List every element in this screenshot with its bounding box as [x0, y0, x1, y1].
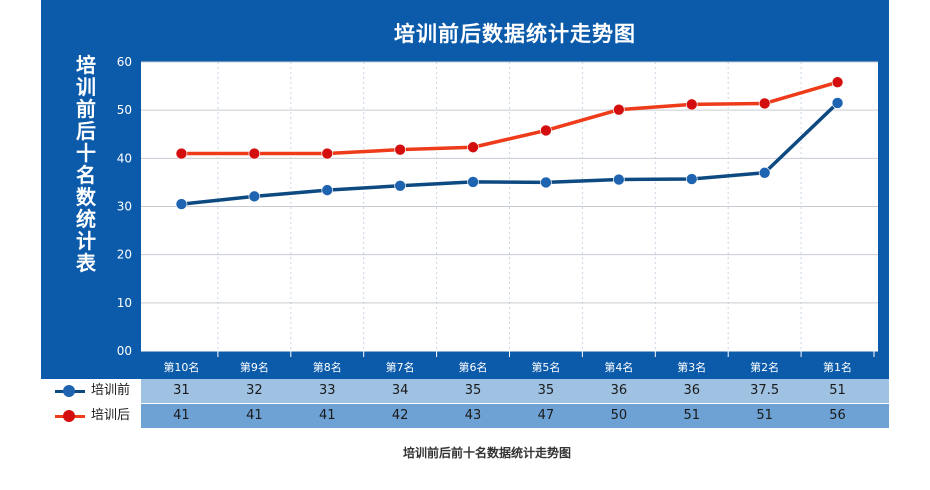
table-cell: 33	[318, 383, 336, 398]
figure-caption: 培训前后前十名数据统计走势图	[402, 446, 571, 460]
data-point-after	[540, 124, 552, 137]
data-point-after	[758, 97, 771, 110]
table-cell: 51	[829, 383, 846, 398]
legend-key-after: 培训后	[41, 404, 141, 428]
data-point-before	[467, 176, 479, 188]
table-cell: 51	[756, 408, 773, 423]
data-point-before	[685, 173, 698, 185]
table-cell: 51	[683, 408, 701, 423]
chart-title: 培训前后数据统计走势图	[394, 22, 636, 46]
data-point-after	[685, 98, 698, 111]
x-tick-label: 第6名	[459, 360, 488, 374]
x-tick-label: 第10名	[163, 360, 199, 374]
table-cell: 31	[173, 383, 190, 398]
line-chart: 00 10 20 30 40 50 60 第10名 第9名 第8名 第7名 第6名 第5名 第4名 第3名 第…	[117, 55, 878, 374]
data-point-after	[831, 76, 844, 89]
legend-dot-before	[63, 385, 75, 397]
y-tick-label: 30	[117, 200, 132, 214]
y-tick-label: 20	[117, 248, 132, 262]
x-tick-label: 第4名	[604, 360, 633, 374]
data-point-after	[175, 147, 188, 160]
legend-key-before: 培训前	[41, 379, 141, 403]
y-tick-label: 10	[117, 296, 132, 310]
data-point-before	[758, 166, 771, 179]
x-tick-label: 第1名	[823, 360, 852, 374]
x-tick-label: 第3名	[677, 360, 706, 374]
series-line-after	[181, 80, 839, 156]
series-line-before	[181, 101, 839, 206]
table-cell: 47	[537, 408, 555, 423]
side-label: 培训前后十名数统计表	[76, 53, 96, 275]
x-tick-label: 第2名	[750, 360, 779, 374]
x-tick-label: 第7名	[386, 360, 415, 374]
table-cell: 37.5	[750, 383, 780, 398]
table-cell: 35	[464, 383, 482, 398]
data-point-after	[321, 147, 334, 160]
table-cell: 50	[610, 408, 628, 423]
y-tick-label: 40	[117, 151, 132, 165]
table-cell: 41	[246, 408, 263, 423]
table-cell: 35	[537, 383, 555, 398]
data-point-before	[540, 176, 552, 189]
table-cell: 56	[829, 408, 846, 423]
data-point-after	[467, 141, 479, 154]
table-cell: 41	[173, 408, 190, 423]
data-point-after	[613, 103, 625, 116]
data-point-after	[394, 143, 406, 156]
table-cell: 32	[246, 383, 263, 398]
legend-dot-after	[63, 410, 75, 422]
data-point-before	[321, 184, 334, 196]
data-point-after	[248, 147, 261, 160]
data-row-before: 培训前 31 32 33 34 35 35 36 36 37.5 51	[41, 379, 889, 403]
row-cells-before: 31 32 33 34 35 35 36 36 37.5 51	[141, 379, 889, 403]
legend-label-before: 培训前	[91, 383, 131, 398]
legend-label-after: 培训后	[91, 408, 131, 423]
y-tick-label: 50	[117, 103, 132, 117]
table-cell: 34	[391, 383, 409, 398]
table-cell: 42	[391, 408, 409, 423]
data-point-before	[248, 190, 261, 203]
table-cell: 36	[610, 383, 628, 398]
table-cell: 43	[464, 408, 482, 423]
data-point-before	[613, 173, 625, 186]
x-tick-label: 第9名	[240, 360, 269, 374]
row-cells-after: 41 41 41 42 43 47 50 51 51 56	[141, 404, 889, 428]
y-tick-label: 00	[117, 344, 132, 358]
data-point-before	[175, 198, 188, 210]
x-tick-label: 第5名	[531, 360, 560, 374]
table-cell: 36	[683, 383, 701, 398]
y-tick-label: 60	[117, 55, 132, 69]
data-point-before	[394, 179, 406, 192]
data-point-before	[831, 97, 844, 109]
table-cell: 41	[318, 408, 336, 423]
data-row-after: 培训后 41 41 41 42 43 47 50 51 51 56	[41, 404, 889, 428]
x-tick-label: 第8名	[313, 360, 342, 374]
